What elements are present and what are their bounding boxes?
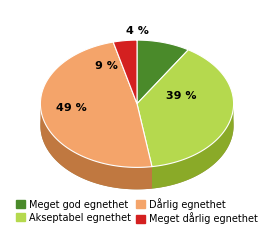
Polygon shape xyxy=(137,104,152,188)
Polygon shape xyxy=(137,40,188,104)
Polygon shape xyxy=(137,50,233,167)
Polygon shape xyxy=(41,62,233,189)
Polygon shape xyxy=(113,40,137,104)
Polygon shape xyxy=(41,104,152,189)
Polygon shape xyxy=(137,104,152,188)
Text: 49 %: 49 % xyxy=(56,103,87,113)
Text: 4 %: 4 % xyxy=(125,26,149,36)
Polygon shape xyxy=(152,104,233,188)
Text: 9 %: 9 % xyxy=(95,61,118,71)
Text: 39 %: 39 % xyxy=(166,91,196,101)
Legend: Meget god egnethet, Akseptabel egnethet, Dårlig egnethet, Meget dårlig egnethet: Meget god egnethet, Akseptabel egnethet,… xyxy=(13,194,261,228)
Polygon shape xyxy=(41,42,152,167)
